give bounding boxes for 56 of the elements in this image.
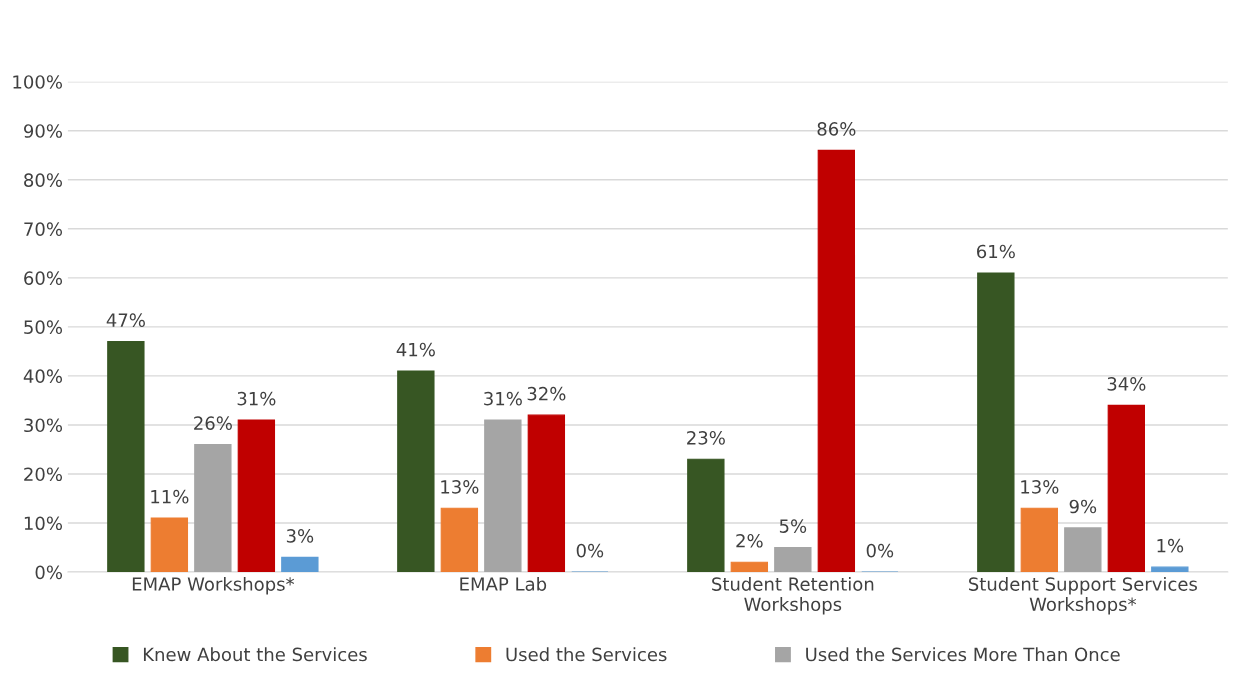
bar [730, 561, 769, 573]
y-tick-label: 70% [24, 222, 63, 236]
data-label: 13% [441, 480, 479, 494]
data-label: 1% [1157, 538, 1184, 553]
y-tick-label: 90% [24, 124, 63, 138]
x-tick-label: EMAP Workshops* [132, 576, 295, 595]
data-label: 0% [576, 543, 604, 558]
data-label: 86% [817, 122, 856, 136]
y-tick-label: 0% [35, 565, 63, 580]
data-label: 31% [484, 391, 522, 406]
y-tick-label: 20% [24, 467, 63, 482]
y-tick-label: 50% [24, 320, 63, 334]
data-label: 9% [1069, 499, 1097, 514]
legend-label: Used the Services [506, 647, 667, 662]
y-tick-label: 40% [23, 369, 63, 384]
data-label: 61% [977, 244, 1015, 259]
y-tick-label: 60% [24, 271, 63, 285]
bar [1020, 507, 1059, 573]
data-label: 34% [1107, 377, 1146, 391]
bar [397, 370, 435, 573]
x-tick-label: EMAP Lab [460, 576, 547, 591]
bar [687, 458, 725, 573]
bar [1107, 404, 1146, 573]
bar [150, 517, 189, 573]
data-label: 13% [1021, 480, 1059, 494]
bar [774, 546, 812, 573]
data-label: 26% [194, 416, 232, 430]
bar [237, 419, 276, 573]
data-label: 11% [151, 489, 189, 504]
data-label: 41% [396, 342, 435, 357]
bar [107, 341, 145, 573]
bar [281, 556, 319, 573]
bar [440, 507, 479, 573]
y-tick-label: 100% [13, 75, 63, 89]
bar [484, 419, 522, 573]
y-tick-label: 10% [24, 516, 63, 531]
bar [1064, 527, 1102, 573]
data-label: 3% [286, 529, 314, 543]
data-label: 47% [106, 313, 145, 327]
data-label: 5% [779, 519, 807, 533]
y-tick-label: 80% [24, 173, 63, 187]
x-tick-label: Student Retention Workshops [712, 576, 874, 615]
legend-label: Knew About the Services [143, 647, 367, 662]
data-label: 32% [527, 386, 566, 401]
bar [1151, 566, 1189, 573]
data-label: 0% [866, 543, 894, 558]
data-label: 31% [237, 391, 276, 406]
data-label: 23% [687, 431, 725, 445]
data-label: 2% [736, 533, 763, 548]
legend-label: Used the Services More Than Once [806, 647, 1120, 662]
bar [194, 444, 232, 573]
bar [817, 149, 856, 573]
x-tick-label: Student Support Services Workshops* [968, 576, 1197, 615]
y-tick-label: 30% [24, 418, 63, 433]
bar [527, 414, 566, 573]
bar [977, 272, 1015, 573]
